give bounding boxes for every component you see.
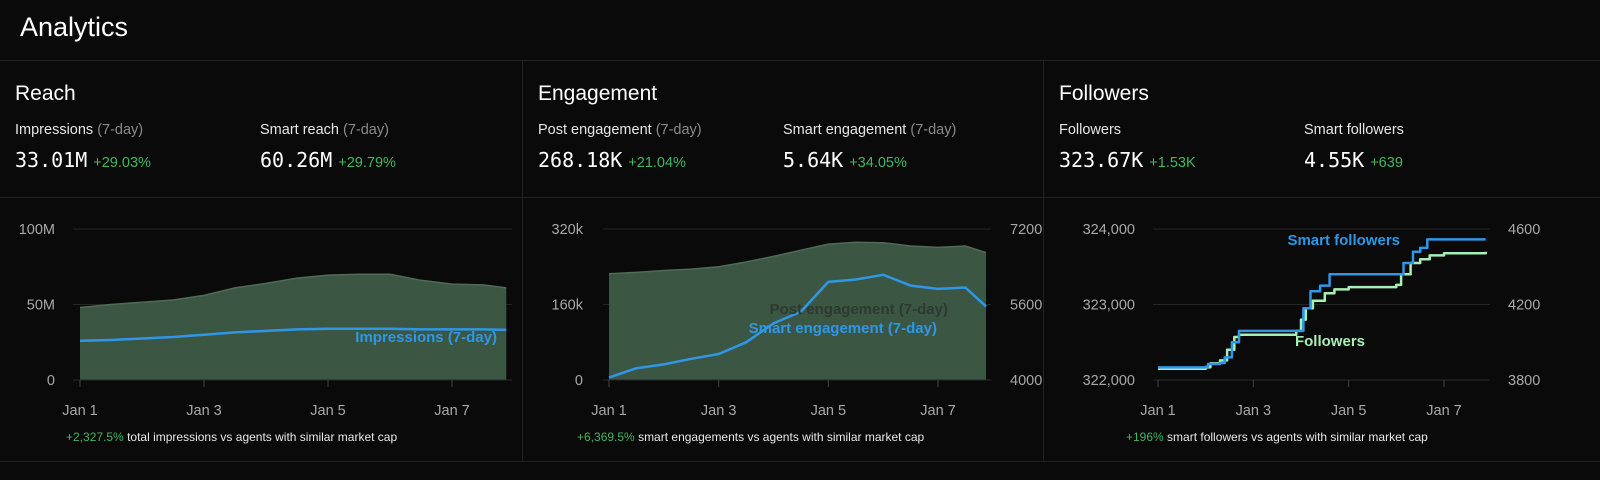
x-tick-label: Jan 3 xyxy=(1236,403,1271,419)
metric-period: (7-day) xyxy=(97,122,144,138)
divider xyxy=(1043,60,1044,462)
value: 33.01M xyxy=(15,148,88,172)
area-edge xyxy=(79,273,507,309)
change: +639 xyxy=(1370,155,1403,171)
footer-pct: +2,327.5% xyxy=(66,430,124,444)
y2-tick-label: 7200 xyxy=(1010,222,1042,238)
footer-text: smart followers vs agents with similar m… xyxy=(1167,430,1428,444)
series-label: Followers xyxy=(1295,333,1365,350)
x-tick-label: Jan 1 xyxy=(1140,403,1175,419)
line-series xyxy=(1158,238,1486,369)
metric-name: Post engagement xyxy=(538,122,652,138)
divider xyxy=(0,461,1600,462)
y2-tick-label: 5600 xyxy=(1010,298,1042,314)
metric-value: 33.01M +29.03% xyxy=(15,148,151,172)
panel-title: Reach xyxy=(15,82,76,105)
metric-label: Smart engagement (7-day) xyxy=(783,122,956,138)
metric-name: Smart reach xyxy=(260,122,339,138)
y-tick-label: 100M xyxy=(19,222,55,238)
y-tick-label: 0 xyxy=(575,373,583,389)
footer-pct: +6,369.5% xyxy=(577,430,635,444)
footer-pct: +196% xyxy=(1126,430,1164,444)
x-tick-label: Jan 5 xyxy=(310,403,345,419)
metric-value: 323.67K +1.53K xyxy=(1059,148,1196,172)
y-tick-label: 160k xyxy=(552,298,584,314)
y2-tick-label: 4200 xyxy=(1508,298,1540,314)
y2-tick-label: 4600 xyxy=(1508,222,1540,238)
x-tick-label: Jan 7 xyxy=(434,403,469,419)
x-tick-label: Jan 7 xyxy=(1426,403,1461,419)
footer-text: smart engagements vs agents with similar… xyxy=(638,430,925,444)
change: +21.04% xyxy=(628,155,686,171)
y-tick-label: 323,000 xyxy=(1083,298,1135,314)
line-series xyxy=(608,273,987,379)
x-tick-label: Jan 1 xyxy=(62,403,97,419)
value: 60.26M xyxy=(260,148,333,172)
metric-name: Impressions xyxy=(15,122,94,138)
metric-label: Smart followers xyxy=(1304,122,1404,138)
metric-label: Smart reach (7-day) xyxy=(260,122,389,138)
engagement-panel: Engagement Post engagement (7-day) 268.1… xyxy=(523,60,1043,462)
metric-name: Smart engagement xyxy=(783,122,907,138)
series-label: Impressions (7-day) xyxy=(355,329,497,346)
metric-value: 5.64K +34.05% xyxy=(783,148,907,172)
change: +34.05% xyxy=(849,155,907,171)
chart-2: 322,000 323,000 324,000 3800 4200 4600 Jan 1 Ja… xyxy=(1083,222,1541,419)
metric-value: 60.26M +29.79% xyxy=(260,148,396,172)
x-tick-label: Jan 7 xyxy=(920,403,955,419)
area-series xyxy=(609,242,986,380)
x-tick-label: Jan 3 xyxy=(701,403,736,419)
x-tick-label: Jan 3 xyxy=(186,403,221,419)
y-tick-label: 0 xyxy=(47,373,55,389)
reach-panel: Reach Impressions (7-day) 33.01M +29.03% … xyxy=(0,60,522,462)
chart-1: 0 160k 320k 4000 5600 7200 Jan 1 Jan 3 Jan 5 Jan … xyxy=(552,222,1043,419)
metric-period: (7-day) xyxy=(343,122,389,138)
y-tick-label: 322,000 xyxy=(1083,373,1135,389)
divider xyxy=(0,197,1600,198)
metric-label: Impressions (7-day) xyxy=(15,122,143,138)
x-tick-label: Jan 1 xyxy=(591,403,626,419)
value: 5.64K xyxy=(783,148,844,172)
divider xyxy=(522,60,523,462)
area-edge xyxy=(608,241,987,275)
line-series xyxy=(79,327,507,342)
divider xyxy=(0,60,1600,61)
metric-period: (7-day) xyxy=(910,122,957,138)
y2-tick-label: 3800 xyxy=(1508,373,1540,389)
metric-name: Smart followers xyxy=(1304,122,1404,138)
y-tick-label: 50M xyxy=(27,298,55,314)
page-title: Analytics xyxy=(20,12,129,42)
change: +29.03% xyxy=(93,155,151,171)
metric-value: 268.18K +21.04% xyxy=(538,148,686,172)
x-tick-label: Jan 5 xyxy=(811,403,846,419)
metric-name: Followers xyxy=(1059,122,1122,138)
series-label: Smart followers xyxy=(1287,232,1400,249)
footer-text: total impressions vs agents with similar… xyxy=(127,430,398,444)
line-series xyxy=(1158,251,1487,370)
x-tick-label: Jan 5 xyxy=(1331,403,1366,419)
y-tick-label: 320k xyxy=(552,222,584,238)
metric-label: Followers xyxy=(1059,122,1121,138)
panel-title: Followers xyxy=(1059,82,1149,105)
metric-label: Post engagement (7-day) xyxy=(538,122,702,138)
chart-footer: +6,369.5% smart engagements vs agents wi… xyxy=(577,430,924,444)
panel-title: Engagement xyxy=(538,82,658,105)
value: 323.67K xyxy=(1059,148,1144,172)
value: 268.18K xyxy=(538,148,623,172)
metric-period: (7-day) xyxy=(655,122,702,138)
value: 4.55K xyxy=(1304,148,1365,172)
series-label: Post engagement (7-day) xyxy=(770,301,948,318)
area-series xyxy=(80,274,507,380)
chart-footer: +196% smart followers vs agents with sim… xyxy=(1126,430,1428,444)
change: +1.53K xyxy=(1149,155,1196,171)
series-label: Smart engagement (7-day) xyxy=(749,320,937,337)
metric-value: 4.55K +639 xyxy=(1304,148,1403,172)
followers-panel: Followers Followers 323.67K +1.53K Smart … xyxy=(1044,60,1600,462)
change: +29.79% xyxy=(338,155,396,171)
y-tick-label: 324,000 xyxy=(1083,222,1135,238)
chart-0: 0 50M 100M Jan 1 Jan 3 Jan 5 Jan 7 Impressions … xyxy=(19,222,512,419)
y2-tick-label: 4000 xyxy=(1010,373,1042,389)
chart-footer: +2,327.5% total impressions vs agents wi… xyxy=(66,430,397,444)
